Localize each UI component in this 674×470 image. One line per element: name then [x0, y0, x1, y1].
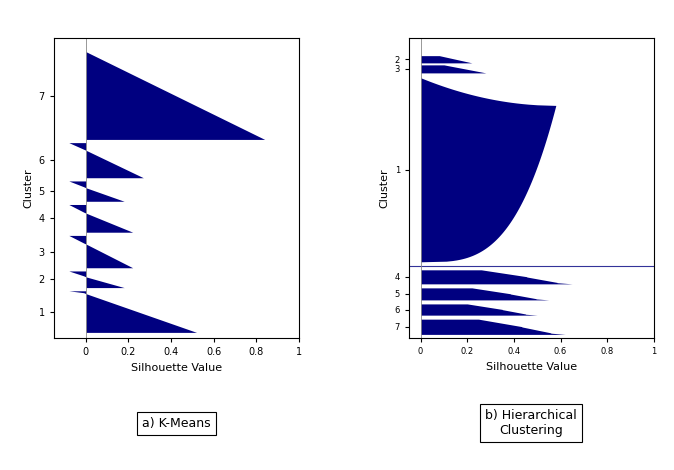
Y-axis label: Cluster: Cluster: [379, 168, 389, 208]
X-axis label: Silhouette Value: Silhouette Value: [486, 362, 577, 372]
X-axis label: Silhouette Value: Silhouette Value: [131, 363, 222, 373]
Y-axis label: Cluster: Cluster: [23, 168, 33, 208]
Text: b) Hierarchical
Clustering: b) Hierarchical Clustering: [485, 409, 577, 437]
Text: a) K-Means: a) K-Means: [142, 416, 211, 430]
